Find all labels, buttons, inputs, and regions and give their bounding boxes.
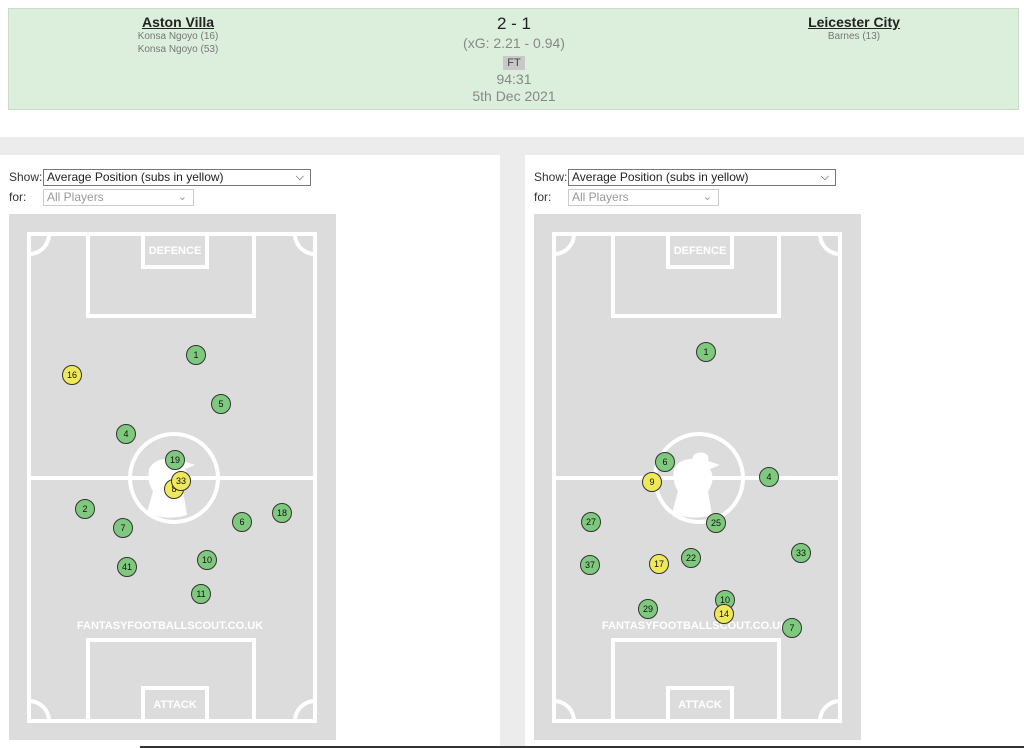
site-watermark: FANTASYFOOTBALLSCOUT.CO.UK xyxy=(76,620,264,632)
site-watermark: FANTASYFOOTBALLSCOUT.CO.UK xyxy=(601,620,789,632)
chevron-down-icon: ⌄ xyxy=(177,191,187,203)
match-header: Aston Villa Konsa Ngoyo (16) Konsa Ngoyo… xyxy=(8,8,1019,110)
player-marker[interactable]: 4 xyxy=(759,467,779,487)
match-clock: 94:31 xyxy=(496,71,532,87)
player-marker[interactable]: 14 xyxy=(714,604,734,624)
player-marker[interactable]: 33 xyxy=(791,543,811,563)
show-label: Show: xyxy=(534,169,568,184)
player-marker[interactable]: 1 xyxy=(696,342,716,362)
player-marker[interactable]: 11 xyxy=(191,584,211,604)
player-marker[interactable]: 4 xyxy=(116,424,136,444)
away-pitch: DEFENCE ATTACK FANTASYFOOTBALLSCOUT.CO.UK 1… xyxy=(534,214,861,740)
for-label: for: xyxy=(9,189,27,204)
player-marker[interactable]: 2 xyxy=(75,499,95,519)
home-panel: Show: Average Position (subs in yellow) ⌵ … xyxy=(0,155,500,748)
player-marker[interactable]: 29 xyxy=(638,599,658,619)
xg-readout: (xG: 2.21 - 0.94) xyxy=(463,35,565,51)
show-control: Show: Average Position (subs in yellow) ⌵ xyxy=(9,169,311,186)
away-team-name[interactable]: Leicester City xyxy=(808,14,900,30)
player-marker[interactable]: 22 xyxy=(681,548,701,568)
chevron-down-icon: ⌵ xyxy=(820,171,829,183)
player-marker[interactable]: 1 xyxy=(186,345,206,365)
player-marker[interactable]: 25 xyxy=(706,513,726,533)
defence-label: DEFENCE xyxy=(673,245,727,257)
home-scorer: Konsa Ngoyo (16) xyxy=(137,31,219,42)
home-pitch: DEFENCE ATTACK FANTASYFOOTBALLSCOUT.CO.UK 1… xyxy=(9,214,336,740)
player-marker[interactable]: 10 xyxy=(197,550,217,570)
defence-label: DEFENCE xyxy=(148,245,202,257)
for-select-value: All Players xyxy=(572,190,629,204)
match-summary: 2 - 1 (xG: 2.21 - 0.94) FT 94:31 5th Dec… xyxy=(409,14,619,105)
for-control: for: All Players ⌄ xyxy=(9,189,194,206)
home-scorer: Konsa Ngoyo (53) xyxy=(137,44,219,55)
status-badge: FT xyxy=(503,56,525,70)
bottom-rule xyxy=(140,746,1024,748)
for-select[interactable]: All Players ⌄ xyxy=(568,189,719,206)
attack-label: ATTACK xyxy=(678,699,722,711)
player-marker[interactable]: 16 xyxy=(62,365,82,385)
player-marker[interactable]: 37 xyxy=(580,555,600,575)
for-label: for: xyxy=(534,189,552,204)
home-team: Aston Villa Konsa Ngoyo (16) Konsa Ngoyo… xyxy=(93,14,263,56)
player-marker[interactable]: 33 xyxy=(171,471,191,491)
player-marker[interactable]: 19 xyxy=(165,450,185,470)
show-label: Show: xyxy=(9,169,43,184)
player-marker[interactable]: 17 xyxy=(649,554,669,574)
chevron-down-icon: ⌵ xyxy=(295,171,304,183)
player-marker[interactable]: 7 xyxy=(113,518,133,538)
for-control: for: All Players ⌄ xyxy=(534,189,719,206)
show-select-value: Average Position (subs in yellow) xyxy=(47,170,224,184)
chevron-down-icon: ⌄ xyxy=(702,191,712,203)
player-marker[interactable]: 41 xyxy=(117,557,137,577)
player-marker[interactable]: 27 xyxy=(581,512,601,532)
player-marker[interactable]: 18 xyxy=(272,503,292,523)
for-select[interactable]: All Players ⌄ xyxy=(43,189,194,206)
player-marker[interactable]: 6 xyxy=(655,452,675,472)
away-panel: Show: Average Position (subs in yellow) ⌵ … xyxy=(525,155,1024,748)
player-marker[interactable]: 5 xyxy=(211,394,231,414)
separator-band xyxy=(0,137,1024,155)
home-team-name[interactable]: Aston Villa xyxy=(141,14,215,30)
panel-divider xyxy=(500,155,525,748)
away-scorer: Barnes (13) xyxy=(827,31,881,42)
score: 2 - 1 xyxy=(496,14,532,33)
show-select[interactable]: Average Position (subs in yellow) ⌵ xyxy=(568,169,836,186)
show-select[interactable]: Average Position (subs in yellow) ⌵ xyxy=(43,169,311,186)
player-marker[interactable]: 6 xyxy=(232,512,252,532)
away-team: Leicester City Barnes (13) xyxy=(769,14,939,43)
player-marker[interactable]: 7 xyxy=(782,618,802,638)
match-date: 5th Dec 2021 xyxy=(472,88,556,104)
show-control: Show: Average Position (subs in yellow) ⌵ xyxy=(534,169,836,186)
for-select-value: All Players xyxy=(47,190,104,204)
show-select-value: Average Position (subs in yellow) xyxy=(572,170,749,184)
player-marker[interactable]: 9 xyxy=(642,472,662,492)
attack-label: ATTACK xyxy=(153,699,197,711)
